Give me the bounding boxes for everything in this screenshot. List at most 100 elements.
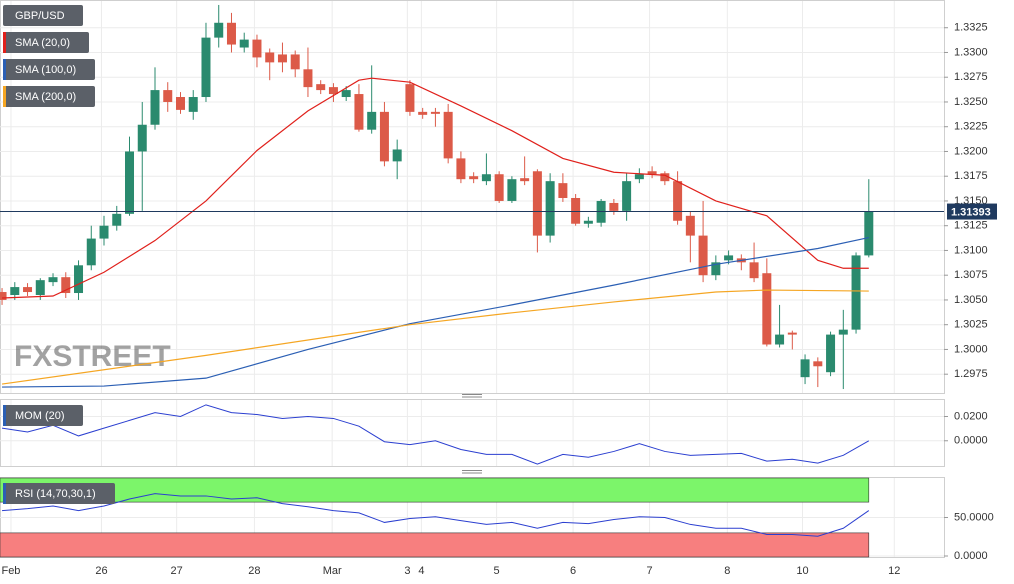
candle-body [685, 215, 695, 236]
main-panel-frame [0, 0, 945, 394]
candle-body [864, 211, 874, 256]
legend-bg [3, 32, 89, 53]
x-tick-label: 28 [248, 565, 260, 577]
candle-body [558, 183, 568, 198]
candle-body [86, 238, 96, 266]
panel-handle[interactable] [462, 470, 482, 474]
candle-body [328, 87, 338, 95]
y-tick-label: 1.2975 [954, 368, 988, 380]
candle-body [711, 262, 721, 276]
candle-body [405, 84, 415, 112]
y-tick-label: 1.3175 [954, 170, 988, 182]
candle-body [469, 176, 479, 180]
x-tick-label: 10 [796, 565, 808, 577]
candle-body [163, 90, 173, 102]
candle-body [23, 287, 33, 293]
legend-bg [3, 483, 115, 504]
x-tick-label: Feb [1, 565, 20, 577]
candle-body [813, 361, 823, 367]
x-tick-label: 12 [888, 565, 900, 577]
candle-body [571, 197, 581, 224]
candle-body [392, 149, 402, 162]
sma-line [2, 77, 869, 299]
x-tick-label: 3 [404, 565, 410, 577]
sma-line [1, 289, 869, 385]
candle-body [673, 181, 683, 221]
last-price-bg [947, 203, 997, 220]
x-tick-label: 27 [171, 565, 183, 577]
legend-stripe [3, 86, 6, 107]
x-tick-label: 26 [95, 565, 107, 577]
candle-body [430, 111, 440, 114]
panel-handle[interactable] [462, 394, 482, 398]
candle-body [545, 181, 555, 236]
candle-body [698, 235, 708, 276]
x-tick-label: 4 [418, 565, 424, 577]
legend-label: SMA (100,0) [15, 64, 76, 76]
candle-body [838, 329, 848, 335]
candle-body [265, 52, 275, 63]
legend-box: SMA (200,0) [3, 86, 95, 107]
candle-body [775, 334, 785, 345]
legend-stripe [3, 59, 6, 80]
y-tick-label: 1.3300 [954, 46, 988, 58]
watermark: FXSTREET [14, 340, 171, 373]
y-tick-label: 1.3250 [954, 96, 988, 108]
candle-body [150, 90, 160, 125]
candle-body [851, 255, 861, 330]
candle-body [418, 111, 428, 115]
y-tick-label: 50.0000 [954, 511, 994, 523]
x-tick-label: Mar [323, 565, 342, 577]
legend-stripe [3, 32, 6, 53]
candle-body [10, 287, 20, 295]
candle-body [61, 277, 71, 294]
last-price-label: 1.31393 [951, 206, 991, 218]
y-tick-label: 0.0200 [954, 410, 988, 422]
candle-body [379, 111, 389, 162]
legend-box: MOM (20) [3, 405, 83, 426]
legend-box: SMA (100,0) [3, 59, 95, 80]
y-tick-label: 1.3000 [954, 343, 988, 355]
candle-body [367, 111, 377, 130]
candle-body [277, 54, 287, 63]
y-tick-label: 1.3100 [954, 244, 988, 256]
candle-body [354, 94, 364, 130]
candle-body [35, 280, 45, 295]
candle-body [634, 174, 644, 180]
candle-body [481, 174, 491, 182]
candle-body [48, 277, 58, 283]
legend-stripe [3, 405, 6, 426]
sma-line [2, 236, 869, 388]
candle-body [532, 171, 542, 236]
x-tick-label: 7 [646, 565, 652, 577]
oversold-band [0, 532, 870, 558]
candle-body [660, 173, 670, 182]
candle-body [303, 69, 313, 88]
candle-body [456, 158, 466, 180]
y-tick-label: 1.3200 [954, 145, 988, 157]
candle-body [0, 292, 7, 300]
y-tick-label: 0.0000 [954, 550, 988, 562]
candle-body [800, 359, 810, 378]
candle-body [226, 22, 236, 45]
y-tick-label: 1.3025 [954, 319, 988, 331]
candle-body [507, 179, 517, 201]
candle-body [622, 181, 632, 211]
legend-stripe [3, 483, 6, 504]
candle-body [762, 273, 772, 345]
x-tick-label: 6 [570, 565, 576, 577]
legend-bg [3, 405, 83, 426]
candle-body [749, 262, 759, 279]
candle-body [341, 90, 351, 98]
y-tick-label: 1.3325 [954, 22, 988, 34]
candle-body [214, 22, 224, 38]
candle-body [74, 265, 84, 294]
candle-body [239, 39, 249, 48]
candle-body [787, 332, 797, 335]
x-tick-label: 5 [494, 565, 500, 577]
candle-body [252, 39, 262, 58]
candle-body [443, 111, 453, 159]
legend-label: SMA (200,0) [15, 91, 76, 103]
candle-body [647, 171, 657, 175]
